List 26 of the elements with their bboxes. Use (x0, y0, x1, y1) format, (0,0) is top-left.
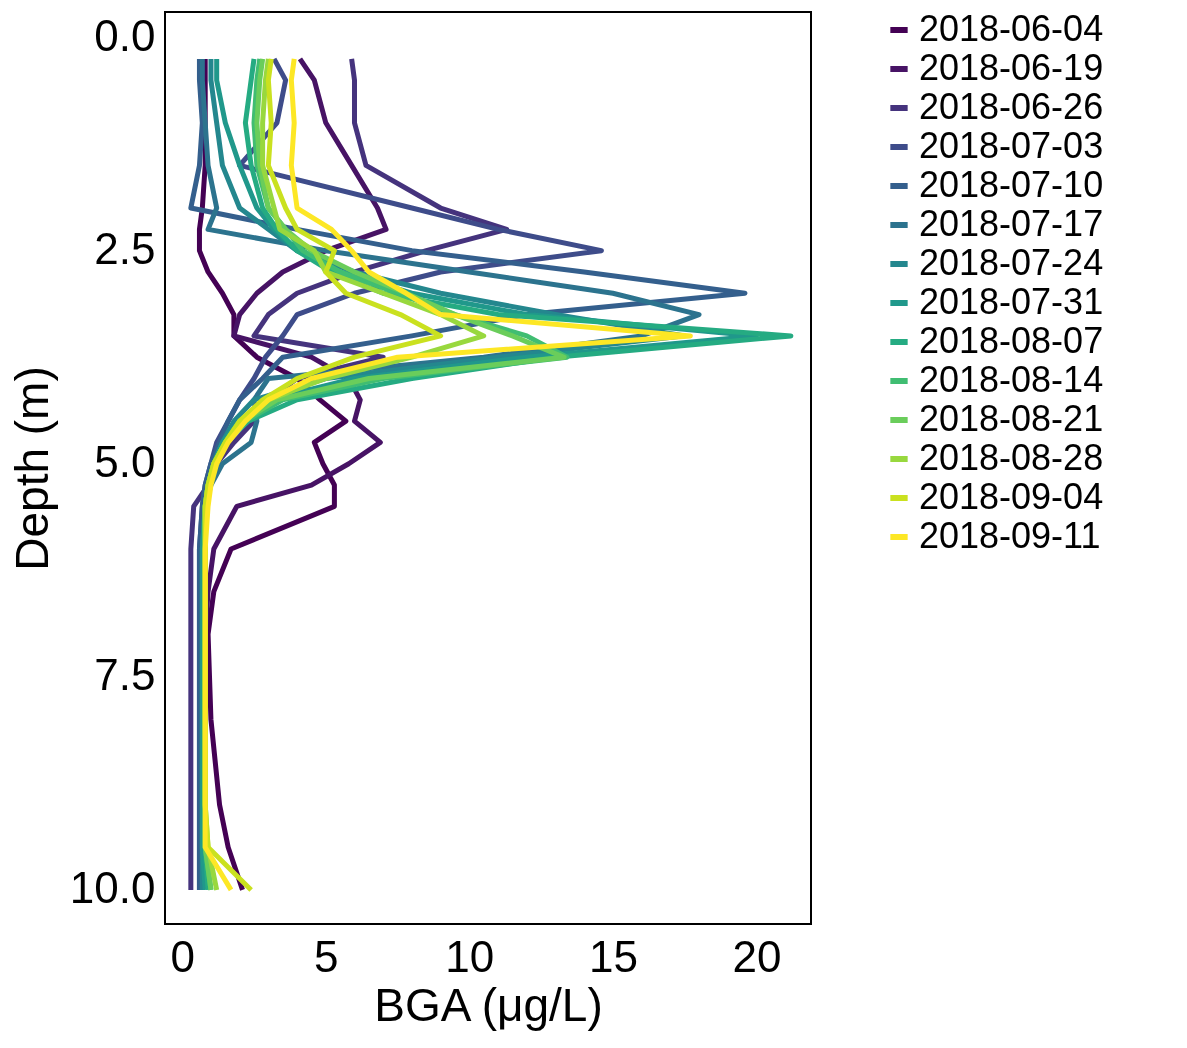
legend-label: 2018-09-04 (919, 476, 1104, 517)
legend-label: 2018-07-24 (919, 242, 1104, 283)
legend-label: 2018-08-28 (919, 437, 1104, 478)
legend-label: 2018-07-17 (919, 203, 1104, 244)
x-tick-label: 15 (588, 931, 638, 981)
legend-label: 2018-06-19 (919, 47, 1104, 88)
x-tick-label: 5 (314, 931, 339, 981)
y-axis-title: Depth (m) (5, 366, 58, 571)
legend-label: 2018-07-10 (919, 164, 1104, 205)
x-tick-label: 20 (732, 931, 782, 981)
y-tick-label: 2.5 (94, 224, 156, 274)
x-tick-label: 10 (445, 931, 495, 981)
legend-label: 2018-09-11 (919, 515, 1101, 556)
x-axis-title: BGA (μg/L) (374, 978, 603, 1031)
y-tick-label: 0.0 (94, 11, 156, 61)
legend-label: 2018-06-26 (919, 86, 1104, 127)
legend-label: 2018-08-14 (919, 359, 1104, 400)
x-tick-label: 0 (170, 931, 195, 981)
legend-label: 2018-07-31 (919, 281, 1104, 322)
y-tick-label: 5.0 (94, 437, 156, 487)
y-tick-label: 10.0 (69, 863, 156, 913)
legend-label: 2018-07-03 (919, 125, 1104, 166)
legend-label: 2018-08-07 (919, 320, 1104, 361)
legend-label: 2018-06-04 (919, 8, 1104, 49)
legend-label: 2018-08-21 (919, 398, 1104, 439)
y-tick-label: 7.5 (94, 650, 156, 700)
